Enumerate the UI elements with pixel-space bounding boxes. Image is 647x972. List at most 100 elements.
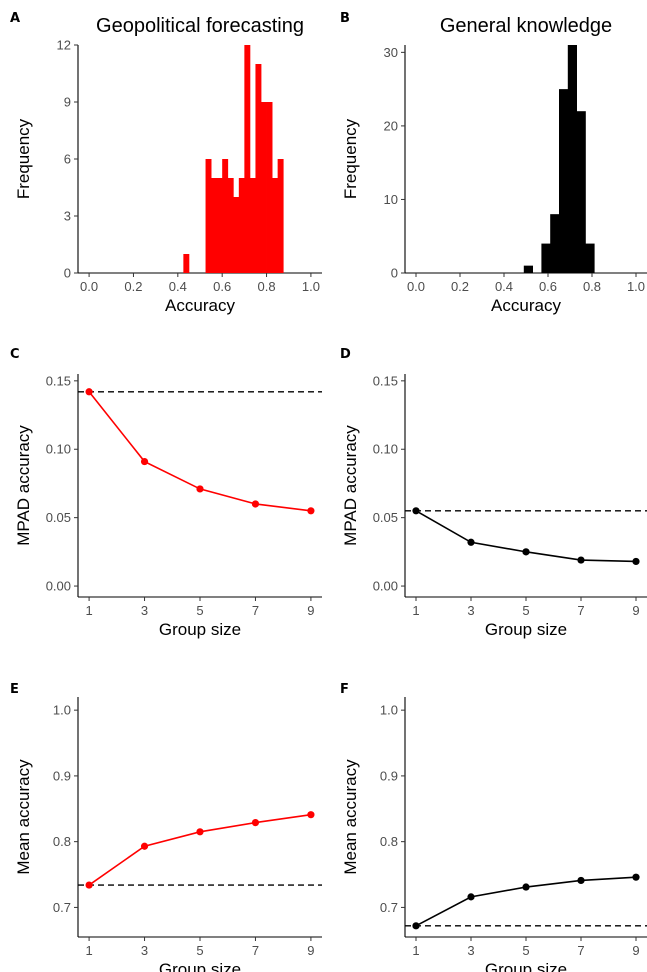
histogram-bar (227, 178, 234, 273)
y-tick-label: 30 (384, 45, 398, 60)
data-point (467, 893, 475, 901)
histogram-bar (216, 178, 223, 273)
x-tick-label: 5 (196, 943, 203, 958)
y-tick-label: 6 (64, 152, 71, 167)
x-tick-label: 0.4 (495, 279, 513, 294)
y-tick-label: 20 (384, 118, 398, 133)
histogram-bar (222, 159, 229, 273)
data-point (307, 507, 315, 515)
histogram-bar (211, 178, 218, 273)
y-tick-label: 0 (64, 266, 71, 281)
panel-letter: B (340, 11, 350, 26)
y-tick-label: 1.0 (380, 703, 398, 718)
data-point (307, 811, 315, 819)
x-axis-label: Group size (159, 960, 241, 972)
histogram-bar (576, 111, 586, 274)
data-point (632, 873, 640, 881)
y-tick-label: 3 (64, 209, 71, 224)
x-tick-label: 0.0 (80, 279, 98, 294)
x-tick-label: 0.0 (407, 279, 425, 294)
y-tick-label: 0.00 (46, 579, 71, 594)
data-point (251, 500, 260, 508)
chart-title: General knowledge (440, 15, 612, 37)
data-point (85, 881, 93, 889)
x-tick-label: 3 (141, 943, 148, 958)
x-tick-label: 1 (412, 943, 419, 958)
x-tick-label: 0.2 (451, 279, 469, 294)
x-tick-label: 7 (252, 943, 259, 958)
x-tick-label: 9 (632, 603, 639, 618)
series-line (88, 391, 312, 512)
x-tick-label: 7 (577, 603, 584, 618)
y-tick-label: 0.10 (373, 442, 398, 457)
data-point (522, 883, 530, 891)
series-line (88, 813, 312, 886)
y-tick-label: 0.05 (373, 510, 398, 525)
y-axis-label: Mean accuracy (341, 759, 360, 875)
y-tick-label: 0.7 (380, 900, 398, 915)
x-tick-label: 0.8 (258, 279, 276, 294)
histogram-bar (255, 64, 262, 273)
y-tick-label: 0.7 (53, 900, 71, 915)
y-tick-label: 0 (391, 266, 398, 281)
data-point (577, 556, 585, 564)
x-tick-label: 7 (252, 603, 259, 618)
y-tick-label: 0.9 (380, 768, 398, 783)
panel-letter: E (10, 682, 19, 697)
x-tick-label: 0.6 (539, 279, 557, 294)
x-tick-label: 3 (141, 603, 148, 618)
x-tick-label: 9 (632, 943, 639, 958)
x-tick-label: 0.2 (124, 279, 142, 294)
x-tick-label: 9 (307, 943, 314, 958)
y-axis-label: MPAD accuracy (14, 425, 33, 546)
x-tick-label: 7 (577, 943, 584, 958)
panel-letter: C (10, 347, 20, 362)
data-point (632, 557, 640, 566)
data-point (251, 818, 260, 827)
histogram-bar (272, 178, 279, 273)
y-tick-label: 0.15 (373, 373, 398, 388)
histogram-bar (550, 214, 560, 273)
histogram-bar (205, 159, 212, 273)
x-tick-label: 9 (307, 603, 314, 618)
data-point (467, 538, 475, 546)
data-point (577, 876, 585, 885)
x-tick-label: 3 (467, 603, 474, 618)
histogram-bar (585, 243, 595, 273)
x-tick-label: 0.4 (169, 279, 187, 294)
y-tick-label: 10 (384, 192, 398, 207)
panel-e: E 1 3 5 7 9 0.7 0.8 0.9 1.0 Group size Mean accurac… (10, 682, 322, 972)
panel-a: A Geopolitical forecasting 0.0 0.2 0.4 0.6 0.8… (10, 11, 322, 315)
x-tick-label: 5 (522, 603, 529, 618)
x-axis-label: Accuracy (165, 296, 235, 315)
data-point (412, 922, 420, 930)
y-tick-label: 0.9 (53, 768, 71, 783)
histogram-bar (541, 243, 551, 273)
y-tick-label: 0.8 (53, 834, 71, 849)
x-tick-label: 1 (85, 603, 92, 618)
x-tick-label: 1 (412, 603, 419, 618)
y-axis-label: MPAD accuracy (341, 425, 360, 546)
data-point (140, 457, 149, 466)
histogram-bar (266, 102, 273, 273)
data-point (85, 388, 93, 396)
panel-letter: A (10, 11, 20, 26)
histogram-bar (233, 197, 240, 273)
y-tick-label: 1.0 (53, 703, 71, 718)
y-axis-label: Frequency (14, 118, 33, 199)
histogram-bar (183, 254, 190, 273)
x-tick-label: 5 (196, 603, 203, 618)
x-axis-label: Group size (485, 960, 567, 972)
y-tick-label: 9 (64, 95, 71, 110)
data-point (412, 507, 420, 515)
x-axis-label: Group size (159, 620, 241, 639)
panel-c: C 1 3 5 7 9 0.00 0.05 0.10 0.15 Group size MPAD acc… (10, 347, 322, 639)
histogram-bar (261, 102, 267, 273)
data-point (140, 842, 149, 850)
x-tick-label: 0.8 (583, 279, 601, 294)
x-axis-label: Group size (485, 620, 567, 639)
histogram-bar (244, 45, 251, 273)
panel-d: D 1 3 5 7 9 0.00 0.05 0.10 0.15 Group size MPAD acc… (340, 347, 647, 639)
data-point (196, 828, 204, 836)
